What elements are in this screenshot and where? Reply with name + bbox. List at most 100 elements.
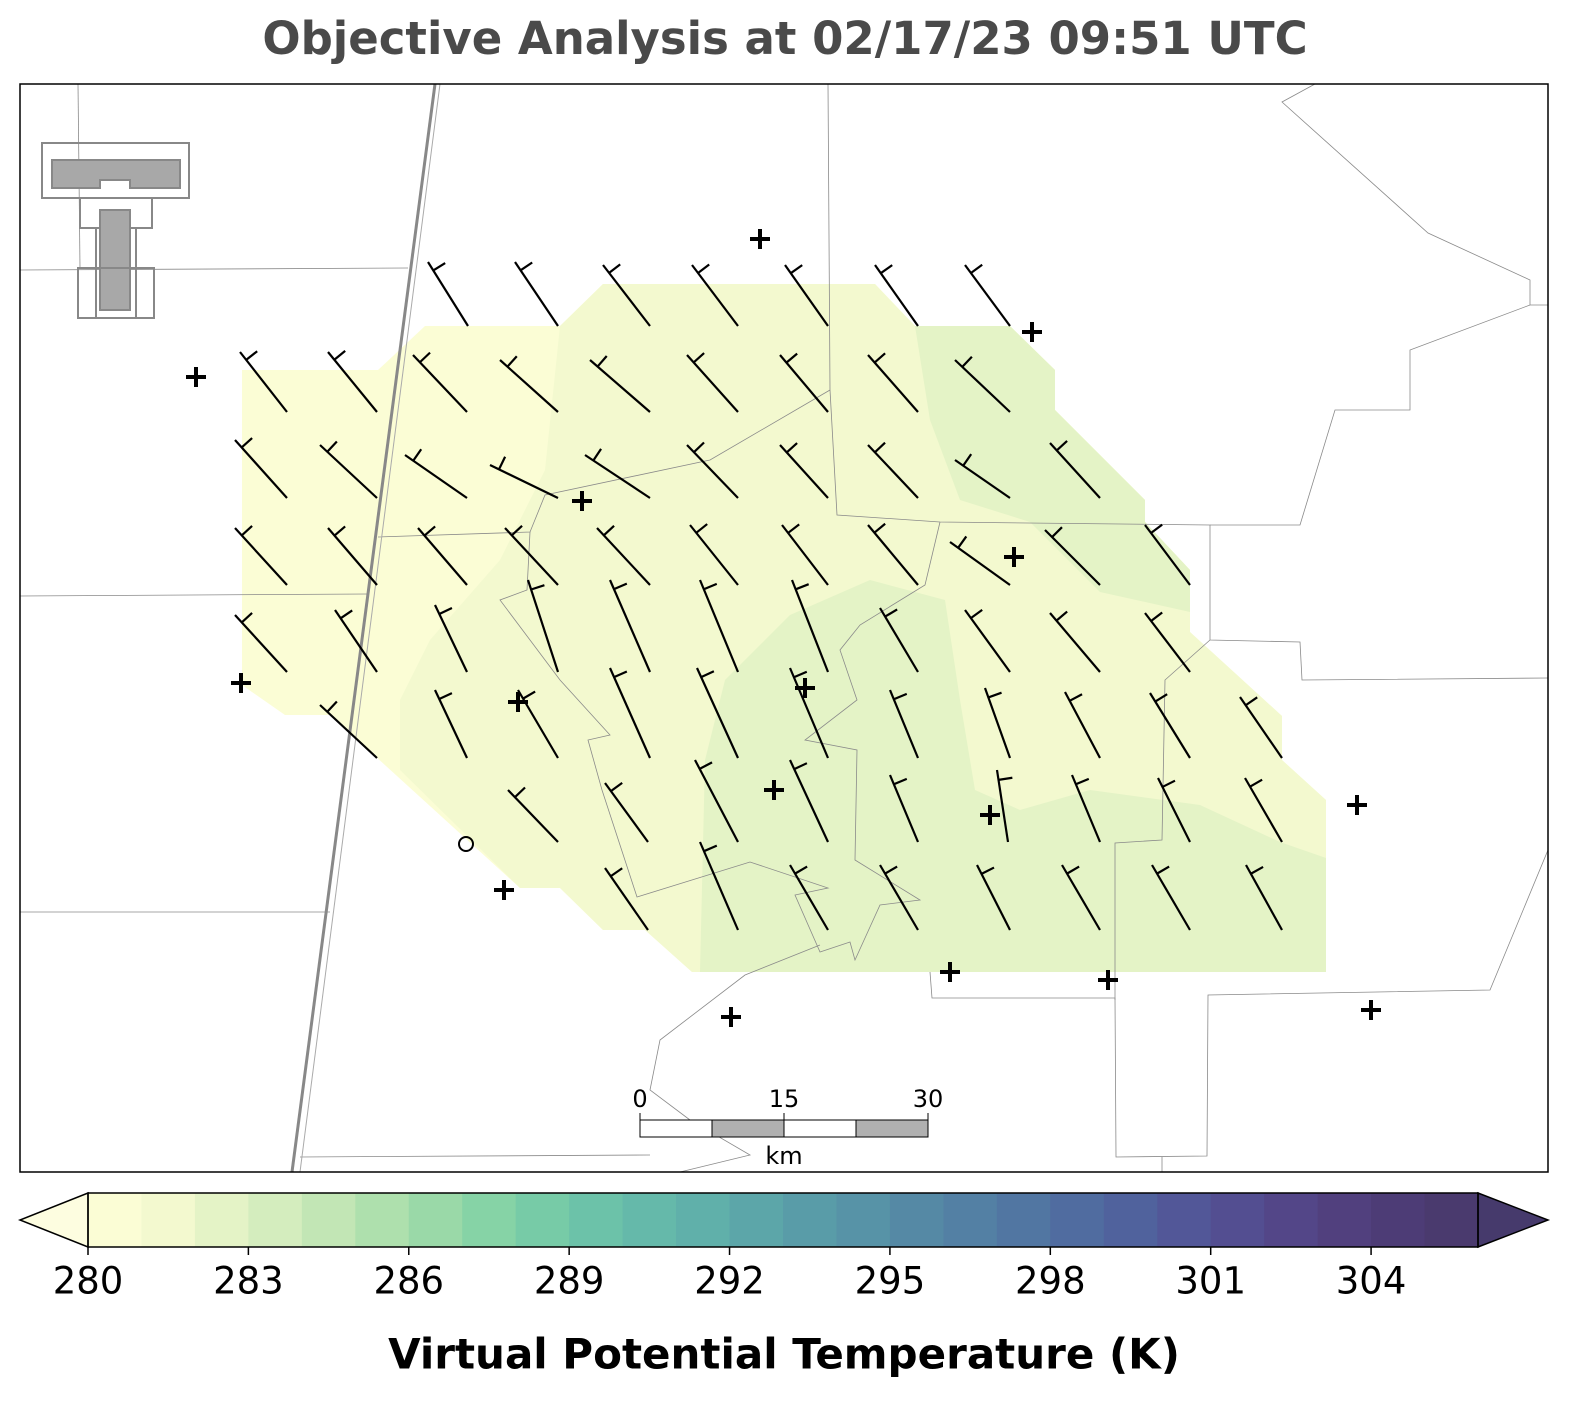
field-region: [915, 326, 1190, 612]
colorbar-tick-label: 298: [1015, 1260, 1086, 1303]
wind-barb-flag: [610, 867, 623, 878]
wind-barb: [694, 759, 739, 843]
wind-barb-flag: [339, 609, 353, 620]
wind-barb-flag: [961, 355, 973, 368]
scale-bar: 0 15 30 km: [632, 1085, 943, 1170]
colorbar-tick-label: 301: [1175, 1260, 1246, 1303]
wind-barb: [1061, 864, 1101, 931]
colorbar-bin: [996, 1193, 1051, 1247]
wind-barb-flag: [957, 535, 968, 549]
wind-barb-flag: [608, 263, 621, 274]
wind-barb-flag: [1250, 866, 1264, 875]
wind-barb-flag: [697, 263, 710, 274]
wind-barb-flag: [873, 522, 886, 534]
colorbar-bin: [889, 1193, 944, 1247]
county-line: [19, 593, 369, 597]
state-line: [299, 83, 441, 1173]
wind-barb-flag: [610, 781, 623, 792]
map-area: [19, 83, 1549, 1173]
wind-barb: [319, 444, 378, 499]
county-line: [299, 1154, 651, 1158]
wind-barb-flag: [793, 670, 808, 679]
wind-barb-flag: [333, 525, 346, 537]
wind-barb-flag: [1161, 779, 1176, 788]
county-line: [1114, 639, 1211, 1000]
wind-barb: [434, 604, 468, 673]
wind-barb-flag: [1245, 696, 1258, 707]
wind-barb: [1239, 696, 1283, 759]
wind-barb: [695, 667, 740, 759]
wind-barb: [234, 439, 288, 499]
wind-barb: [691, 264, 739, 327]
wind-barb-flag: [498, 456, 507, 470]
wind-barb: [327, 527, 378, 586]
wind-barb: [779, 354, 829, 413]
wind-barb: [596, 527, 651, 586]
wind-barb: [867, 354, 919, 413]
wind-barb-flag: [1066, 865, 1080, 875]
wind-barb-flag: [699, 761, 713, 770]
station-marker: [508, 692, 528, 712]
wind-barb: [1064, 691, 1101, 759]
wind-barb-flag: [873, 352, 886, 364]
wind-barb-flag: [693, 441, 705, 453]
wind-barb-flag: [326, 700, 338, 713]
wind-barb-flag: [1156, 865, 1170, 875]
scale-segment: [711, 1119, 785, 1138]
county-line: [377, 389, 831, 538]
wind-barb: [1245, 864, 1283, 931]
wind-barb: [779, 444, 829, 499]
wind-barb-flag: [240, 612, 253, 624]
wind-barb-flag: [240, 525, 253, 537]
wind-barb-flag: [962, 453, 973, 467]
wind-barb-flag: [795, 583, 810, 591]
station-marker: [721, 1007, 741, 1027]
wind-barb: [1049, 442, 1101, 499]
wind-barb: [427, 261, 469, 327]
wind-barb: [874, 264, 919, 327]
wind-barb-flag: [511, 524, 523, 537]
wind-barb: [489, 464, 559, 499]
wind-barb: [789, 864, 829, 931]
station-marker: [231, 673, 251, 693]
wind-barb: [954, 359, 1011, 413]
county-line: [1210, 304, 1531, 526]
wind-barb: [788, 667, 830, 759]
county-line: [19, 267, 409, 271]
wind-barb: [983, 687, 1012, 759]
wind-barb: [319, 704, 378, 759]
scale-label: 15: [769, 1085, 800, 1113]
wind-barb-flag: [530, 584, 545, 591]
wind-barb: [1151, 864, 1191, 931]
wind-barb: [412, 354, 468, 413]
scale-segment: [855, 1119, 929, 1138]
wind-barb: [789, 759, 829, 843]
wind-barb: [686, 444, 739, 499]
state-line: [290, 83, 437, 1173]
scale-segment: [639, 1119, 713, 1138]
scale-segment: [783, 1119, 857, 1138]
station-marker: [1361, 1000, 1381, 1020]
wind-barb-flag: [1075, 777, 1090, 786]
station-marker: [940, 962, 960, 982]
wind-barb-flag: [333, 350, 346, 361]
wind-barb-flag: [1055, 610, 1068, 622]
wind-barb: [790, 579, 830, 673]
wind-barb: [417, 527, 468, 586]
station-marker: [1004, 547, 1024, 567]
colorbar-bin: [1157, 1193, 1212, 1247]
colorbar-bin: [1424, 1193, 1479, 1247]
wind-barb: [888, 689, 920, 759]
wind-barb-flag: [787, 523, 800, 534]
field-region: [700, 580, 1326, 972]
colorbar-bin: [783, 1193, 837, 1247]
colorbar-tick-label: 286: [373, 1260, 444, 1303]
wind-barb: [608, 667, 652, 759]
wind-barb-flag: [1150, 523, 1163, 534]
colorbar-bin: [569, 1193, 624, 1247]
station-marker: [1098, 970, 1118, 990]
wind-barb: [949, 541, 1011, 586]
wind-barb-flag: [1249, 778, 1263, 788]
colorbar-bin: [1371, 1193, 1426, 1247]
wind-barb: [888, 774, 920, 843]
